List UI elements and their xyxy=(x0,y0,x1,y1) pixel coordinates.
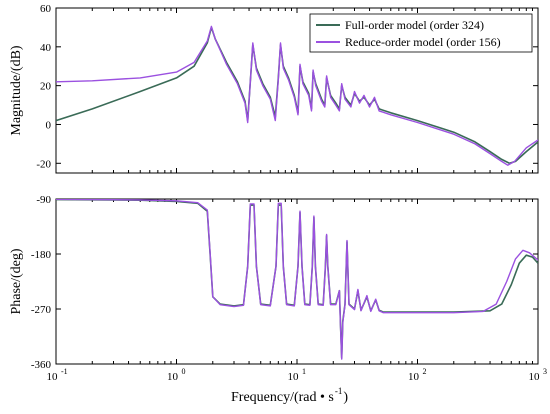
legend-box xyxy=(309,13,533,53)
magnitude-curves xyxy=(56,25,538,166)
magnitude-y-tick-label: 60 xyxy=(40,3,52,15)
x-tick-label: 10 xyxy=(288,371,300,383)
phase-curves xyxy=(56,199,538,360)
magnitude-y-tick-label: 40 xyxy=(40,42,52,54)
magnitude-y-axis-label: Magnitude/(dB) xyxy=(9,45,24,136)
x-axis-label: Frequency/(rad • s xyxy=(231,390,334,405)
x-tick-label-exponent: 2 xyxy=(423,367,427,376)
magnitude-y-tick-label: -20 xyxy=(36,158,51,170)
x-axis-label-exponent: -1 xyxy=(335,386,343,396)
magnitude-panel: 60 40 20 0 -20 Magnitude/(dB) Full-order model… xyxy=(9,3,539,174)
magnitude-series-line-reduce-order xyxy=(56,25,538,166)
x-tick-label: 10 xyxy=(167,371,179,383)
x-tick-label-exponent: 1 xyxy=(302,367,306,376)
phase-y-axis-label: Phase/(deg) xyxy=(9,248,24,314)
legend-label-full-order: Full-order model (order 324) xyxy=(345,18,484,32)
x-tick-label-exponent: 0 xyxy=(182,367,186,376)
x-tick-label: 10 xyxy=(408,371,420,383)
phase-y-tick-label: -360 xyxy=(31,359,52,371)
x-axis-label-close: ) xyxy=(343,390,348,405)
phase-y-tick-label: -90 xyxy=(36,194,51,206)
magnitude-y-tick-label: 0 xyxy=(46,119,52,131)
magnitude-y-tick-label: 20 xyxy=(40,81,52,93)
phase-series-line-reduce-order xyxy=(56,199,538,360)
legend-label-reduce-order: Reduce-order model (order 156) xyxy=(345,35,501,49)
x-tick-label: 10 xyxy=(529,371,541,383)
x-tick-label-exponent: 3 xyxy=(543,367,547,376)
x-tick-label-exponent: -1 xyxy=(61,367,68,376)
x-tick-label: 10 xyxy=(47,371,59,383)
phase-y-tick-label: -180 xyxy=(31,249,52,261)
phase-y-tick-label: -270 xyxy=(31,304,52,316)
